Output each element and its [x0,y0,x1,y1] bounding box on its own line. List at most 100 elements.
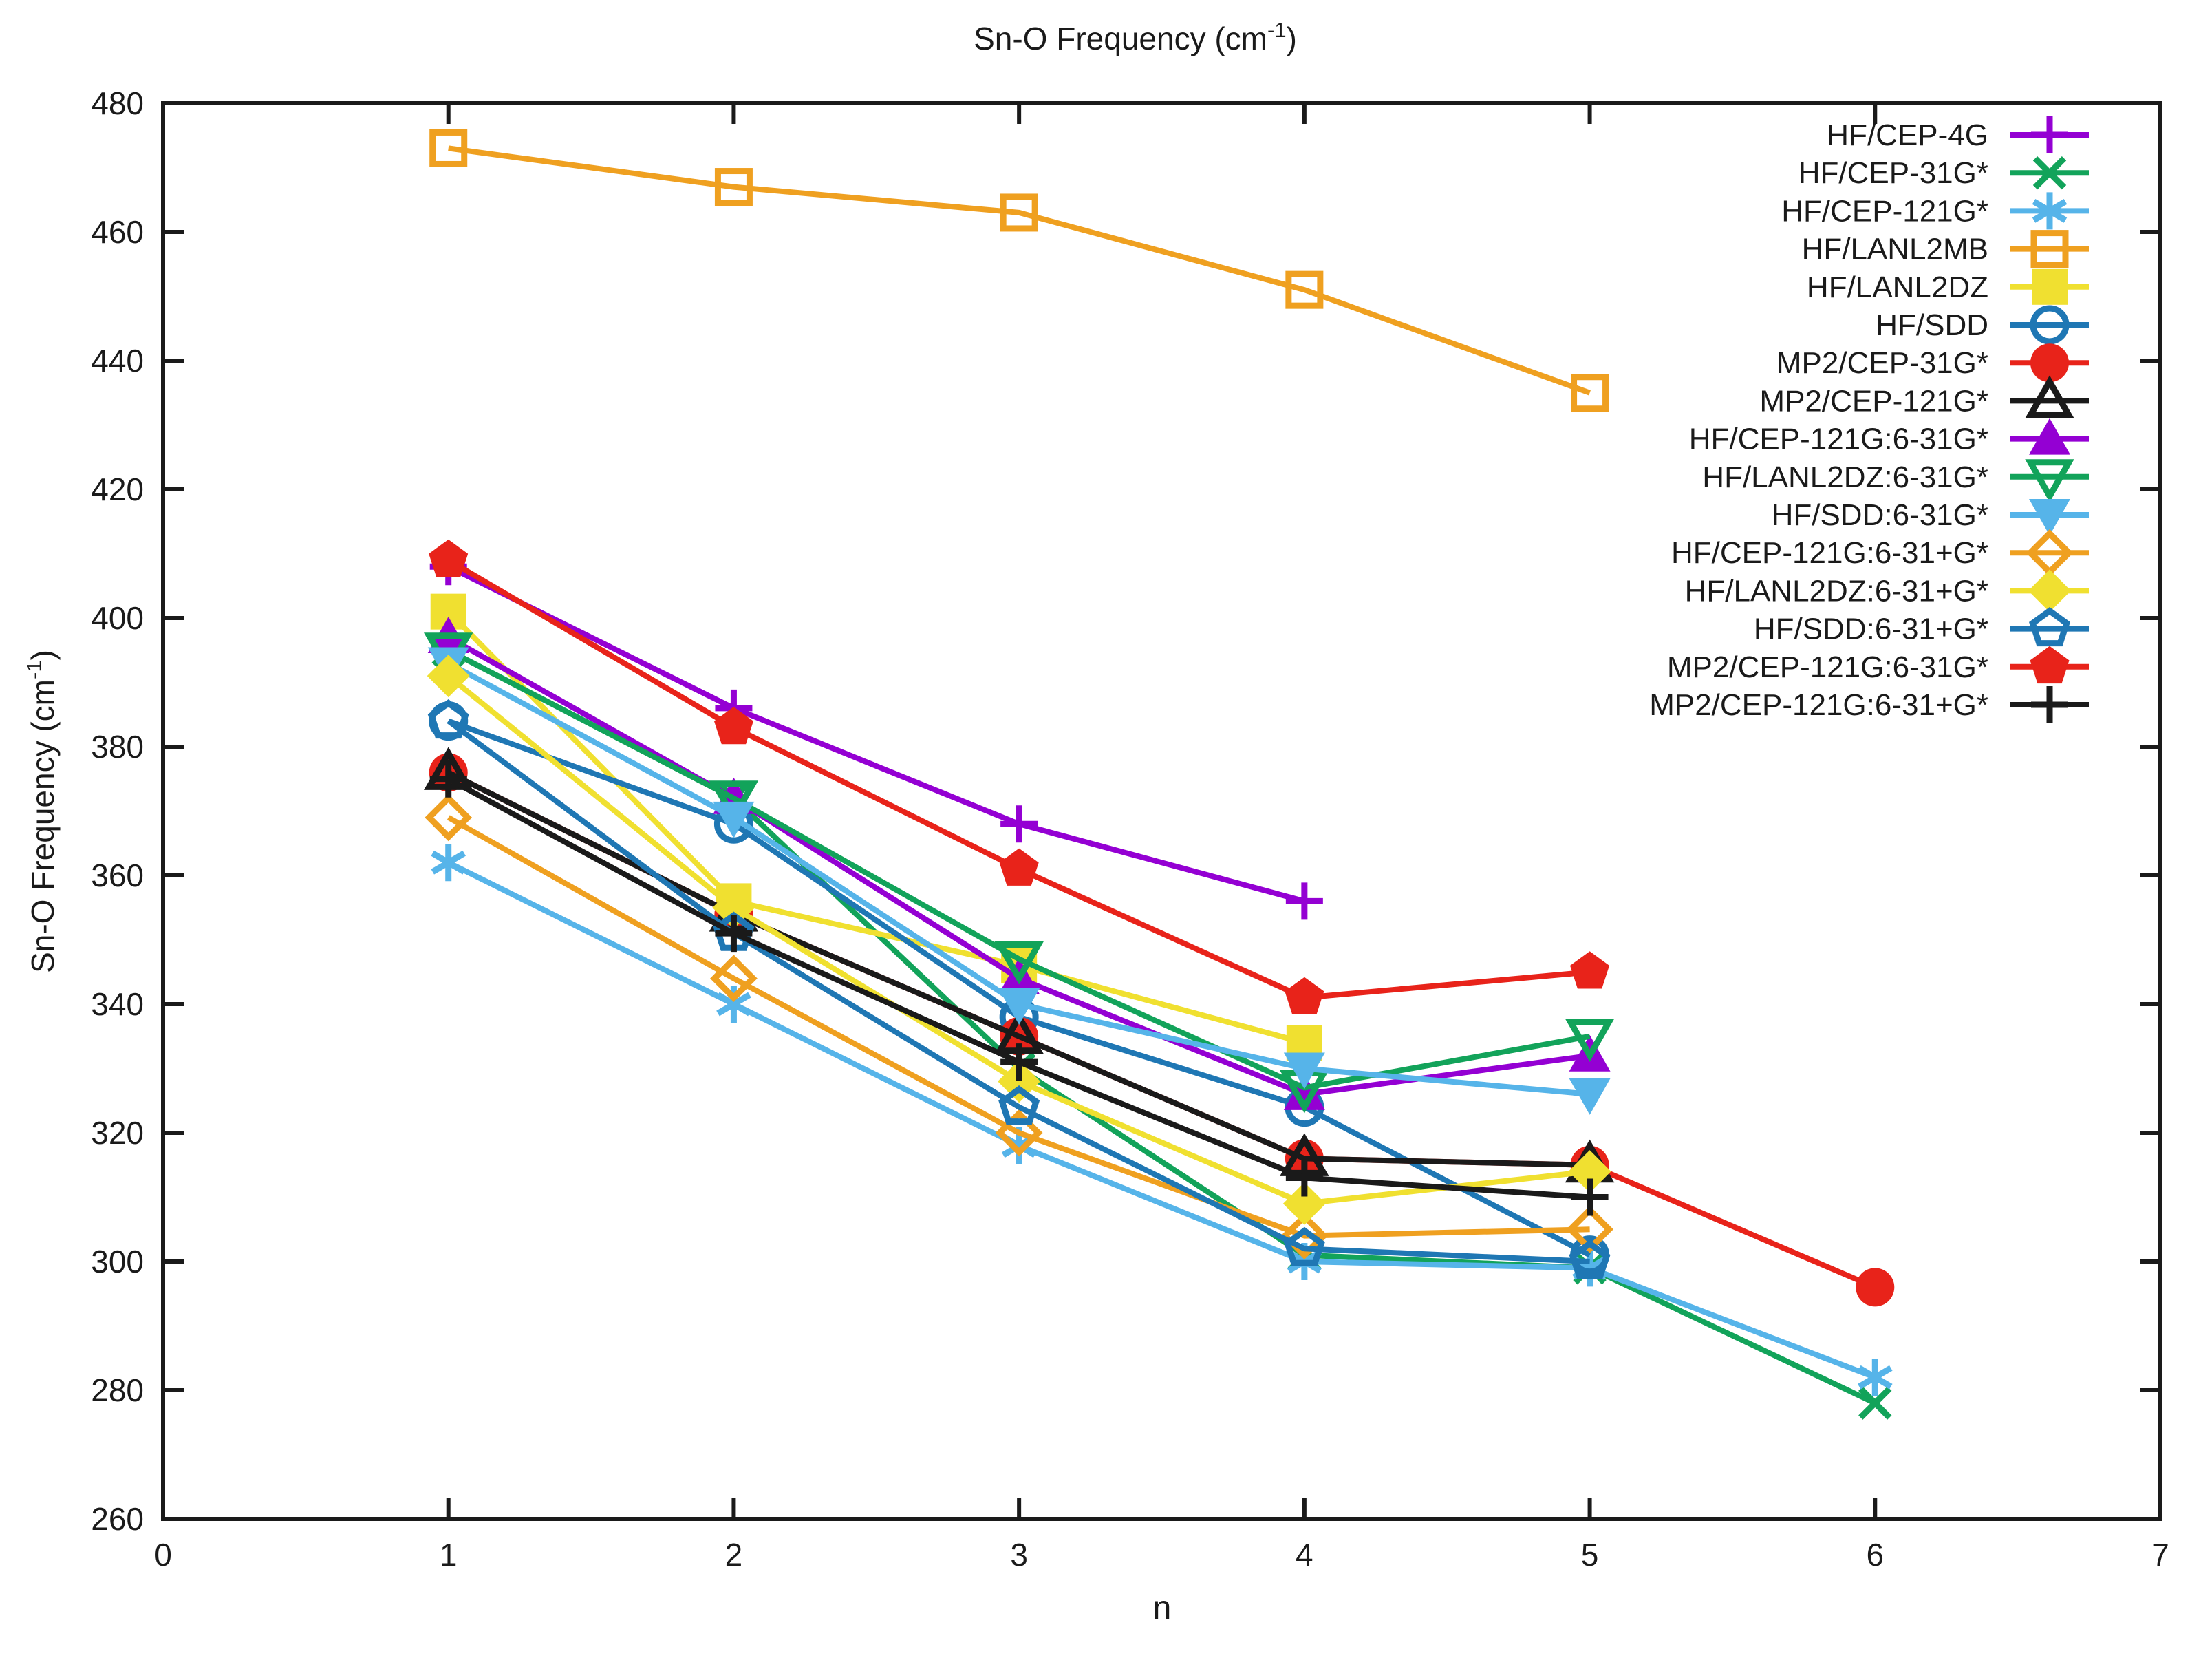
legend: HF/CEP-4G HF/CEP-31G* HF/CEP-121G* HF/LANL2… [1649,116,2089,723]
data-point-marker [2030,230,2069,268]
data-point-marker [429,129,468,167]
plot-frame [161,101,2162,1521]
y-tick-label: 300 [91,1244,144,1279]
legend-label: HF/SDD:6-31G* [1772,498,1988,532]
legend-label: HF/LANL2DZ [1807,270,1988,304]
data-point-marker [2030,646,2070,684]
data-point-marker [714,168,753,206]
data-point-marker [1000,1043,1038,1081]
data-point-marker [2025,459,2074,502]
y-tick-label: 360 [91,858,144,893]
legend-label: HF/CEP-121G* [1781,194,1988,228]
legend-label: HF/LANL2DZ:6-31G* [1702,460,1988,494]
x-tick-label: 7 [2151,1537,2169,1573]
legend-entry: HF/CEP-121G:6-31+G* [1671,529,2089,577]
series-line [447,815,1590,1239]
series-hf-cep-4g [429,548,1323,920]
data-point-marker [2025,375,2074,418]
data-point-marker [2029,499,2070,535]
y-axis-title: Sn-O Frequency (cm-1) [22,650,61,973]
series-hf-cep-121g-6-31-g- [425,794,1613,1259]
data-point-marker [1283,1052,1325,1089]
data-point-marker [2032,156,2067,190]
data-point-marker [998,1085,1040,1125]
data-point-marker [1282,1182,1326,1225]
data-point-marker [1000,193,1038,232]
x-tick-label: 3 [1010,1537,1028,1573]
data-point-marker [1569,1239,1611,1279]
data-point-marker [1856,1268,1895,1307]
y-tick-label: 280 [91,1372,144,1408]
data-point-marker [999,848,1039,886]
x-tick-label: 0 [154,1537,172,1573]
legend-label: HF/CEP-121G:6-31G* [1689,423,1988,456]
y-tick-label: 260 [91,1501,144,1537]
legend-label: HF/SDD [1876,308,1988,342]
data-point-marker [2029,418,2070,455]
legend-entry: HF/CEP-121G* [1781,192,2089,230]
series-mp2-cep-121g-6-31-g- [429,760,1609,1216]
legend-label: HF/LANL2MB [1802,233,1988,266]
data-point-marker [1858,1386,1892,1420]
series-line [447,769,1590,1168]
data-point-marker [2031,116,2068,153]
y-tick-label: 320 [91,1115,144,1151]
legend-entry: HF/SDD [1876,305,2089,345]
data-point-marker [425,794,473,842]
data-point-marker [716,986,751,1023]
data-point-marker [1285,1159,1323,1197]
legend-label: MP2/CEP-31G* [1776,346,1988,380]
legend-label: HF/CEP-31G* [1798,156,1988,190]
data-point-marker [1568,1150,1611,1193]
legend-entry: HF/LANL2DZ:6-31G* [1702,459,2089,502]
data-point-marker [1571,374,1609,412]
y-tick-label: 380 [91,729,144,765]
series-mp2-cep-121g-6-31g- [429,539,1610,1014]
series-hf-lanl2mb [429,129,1609,412]
legend-entry: HF/CEP-4G [1827,116,2089,153]
y-tick-label: 420 [91,471,144,507]
data-point-marker [998,988,1040,1025]
series-hf-sdd-6-31g- [427,647,1611,1115]
series-line [447,719,1590,1264]
data-point-marker [713,707,753,745]
legend-entry: HF/LANL2MB [1802,230,2089,268]
data-point-marker [1569,1078,1611,1115]
legend-entry: HF/CEP-121G:6-31G* [1689,418,2089,456]
legend-entry: HF/LANL2DZ:6-31+G* [1685,569,2089,613]
legend-label: HF/CEP-4G [1827,118,1988,152]
x-tick-label: 4 [1296,1537,1313,1573]
data-point-marker [994,941,1044,985]
series-hf-lanl2dz-6-31g- [423,632,1615,1114]
data-point-marker [1285,270,1324,309]
series-line [447,648,1591,1091]
data-point-marker [1280,1212,1329,1259]
legend-label: HF/CEP-121G:6-31+G* [1671,536,1988,570]
legend-entry: HF/SDD:6-31G* [1772,498,2089,535]
axis-ticks: 0 1 2 3 4 5 6 7 260 280 300 320 340 360 380 400 420 440 46… [91,85,2169,1573]
data-point-marker [2029,607,2070,647]
legend-label: MP2/CEP-121G* [1759,384,1988,418]
data-point-marker [2030,343,2069,383]
legend-entry: MP2/CEP-31G* [1776,343,2089,383]
data-point-marker [1570,951,1610,989]
legend-entry: MP2/CEP-121G* [1759,375,2089,418]
data-point-marker [1571,1178,1609,1216]
data-point-marker [713,801,755,838]
data-point-marker [2030,305,2070,345]
y-tick-label: 440 [91,343,144,379]
legend-entry: HF/SDD:6-31+G* [1754,607,2089,647]
data-point-marker [709,780,759,824]
legend-label: HF/SDD:6-31+G* [1754,613,1988,646]
legend-entry: HF/LANL2DZ [1807,268,2089,305]
y-tick-label: 480 [91,85,144,121]
x-tick-label: 5 [1581,1537,1599,1573]
data-point-marker [2028,569,2071,613]
series-line [447,564,1305,904]
data-point-marker [2031,686,2068,723]
data-point-marker [1565,1019,1615,1062]
data-point-marker [712,886,755,929]
data-point-marker [1285,977,1324,1014]
